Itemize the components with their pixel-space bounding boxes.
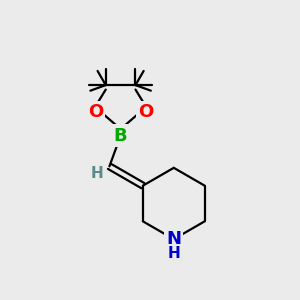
Text: H: H <box>90 166 103 181</box>
Text: N: N <box>166 230 181 248</box>
Text: H: H <box>167 246 180 261</box>
Text: B: B <box>114 127 128 145</box>
Text: O: O <box>88 103 103 121</box>
Text: O: O <box>138 103 154 121</box>
